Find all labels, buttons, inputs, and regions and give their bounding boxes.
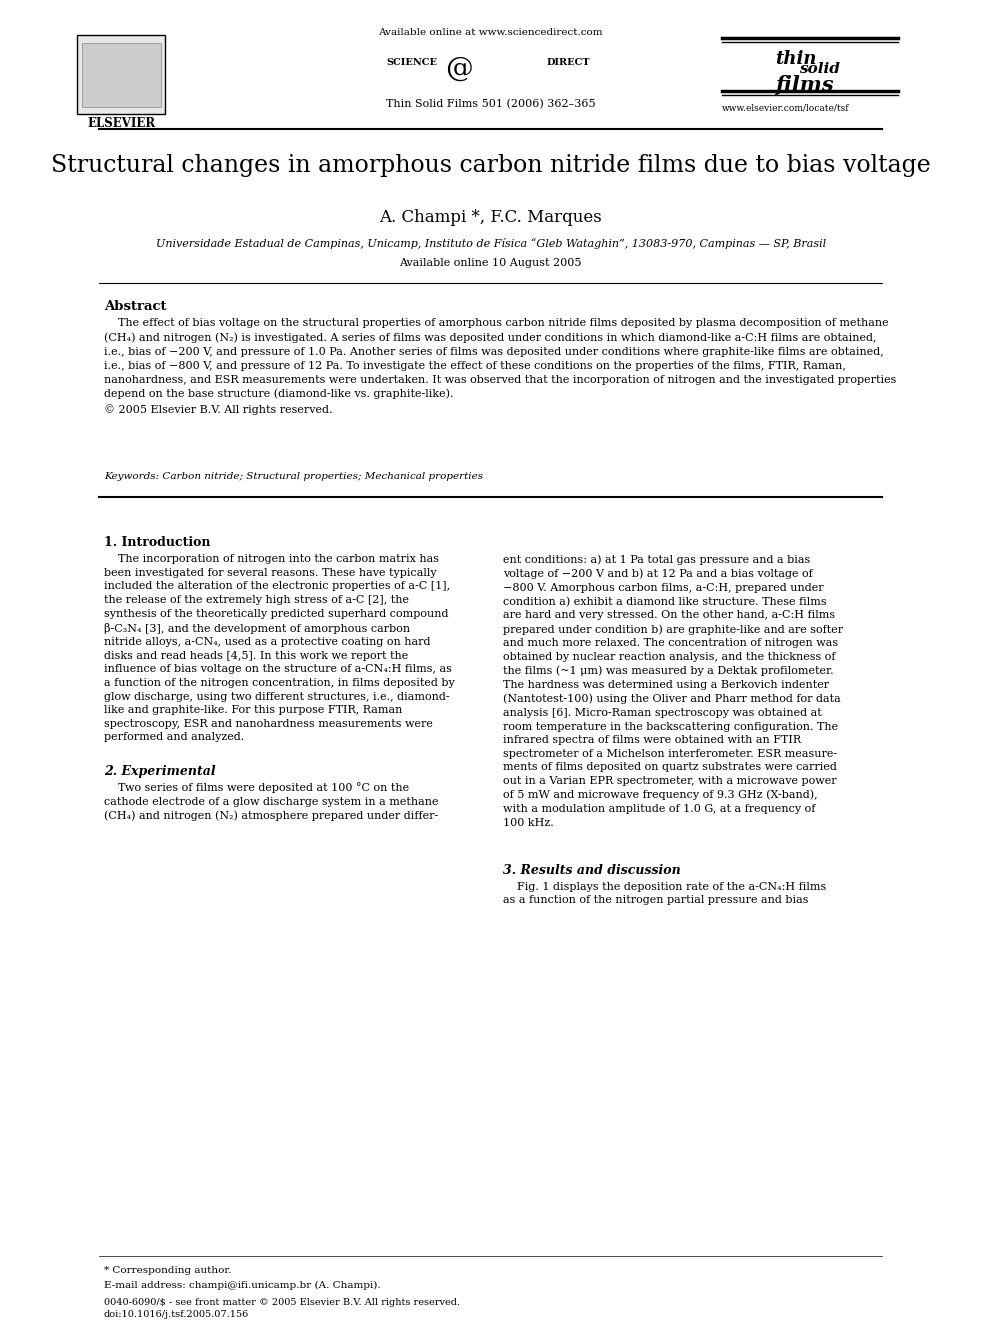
Text: Universidade Estadual de Campinas, Unicamp, Instituto de Física “Gleb Wataghin”,: Universidade Estadual de Campinas, Unica…	[156, 238, 825, 249]
FancyBboxPatch shape	[77, 34, 165, 114]
Text: @: @	[445, 54, 473, 82]
Text: SCIENCE: SCIENCE	[386, 58, 437, 66]
Text: The incorporation of nitrogen into the carbon matrix has
been investigated for s: The incorporation of nitrogen into the c…	[104, 554, 454, 742]
Text: 2. Experimental: 2. Experimental	[104, 765, 215, 778]
Text: E-mail address: champi@ifi.unicamp.br (A. Champi).: E-mail address: champi@ifi.unicamp.br (A…	[104, 1281, 380, 1290]
Text: Two series of films were deposited at 100 °C on the
cathode electrode of a glow : Two series of films were deposited at 10…	[104, 782, 438, 822]
Text: DIRECT: DIRECT	[547, 58, 590, 66]
Text: www.elsevier.com/locate/tsf: www.elsevier.com/locate/tsf	[722, 103, 850, 112]
Text: Keywords: Carbon nitride; Structural properties; Mechanical properties: Keywords: Carbon nitride; Structural pro…	[104, 472, 483, 480]
Text: Abstract: Abstract	[104, 300, 167, 314]
Text: Structural changes in amorphous carbon nitride films due to bias voltage: Structural changes in amorphous carbon n…	[51, 153, 930, 177]
Text: Thin Solid Films 501 (2006) 362–365: Thin Solid Films 501 (2006) 362–365	[386, 99, 595, 110]
Text: 1. Introduction: 1. Introduction	[104, 536, 210, 549]
Text: Available online at www.sciencedirect.com: Available online at www.sciencedirect.co…	[378, 28, 603, 37]
Text: A. Champi *, F.C. Marques: A. Champi *, F.C. Marques	[379, 209, 602, 225]
Text: solid: solid	[800, 62, 840, 75]
Text: ELSEVIER: ELSEVIER	[87, 118, 156, 130]
Text: The effect of bias voltage on the structural properties of amorphous carbon nitr: The effect of bias voltage on the struct…	[104, 318, 896, 414]
Text: 0040-6090/$ - see front matter © 2005 Elsevier B.V. All rights reserved.
doi:10.: 0040-6090/$ - see front matter © 2005 El…	[104, 1298, 460, 1319]
Text: ent conditions: a) at 1 Pa total gas pressure and a bias
voltage of −200 V and b: ent conditions: a) at 1 Pa total gas pre…	[503, 554, 843, 828]
Text: films: films	[775, 75, 833, 95]
Text: 3. Results and discussion: 3. Results and discussion	[503, 864, 681, 877]
FancyBboxPatch shape	[81, 42, 161, 107]
Text: Available online 10 August 2005: Available online 10 August 2005	[400, 258, 582, 269]
Text: Fig. 1 displays the deposition rate of the a-CN₄:H films
as a function of the ni: Fig. 1 displays the deposition rate of t…	[503, 882, 826, 905]
Text: * Corresponding author.: * Corresponding author.	[104, 1266, 231, 1275]
Text: thin: thin	[775, 50, 816, 67]
